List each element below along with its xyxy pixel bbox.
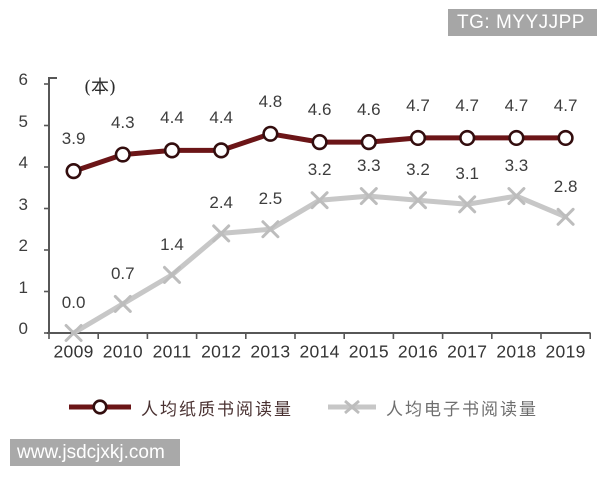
chart-legend: 人均纸质书阅读量 人均电子书阅读量 [68, 395, 588, 420]
data-label-ebook: 3.2 [404, 160, 432, 181]
data-label-ebook: 3.1 [453, 164, 482, 185]
ebook-series-point [507, 187, 526, 206]
ebook-series-point [212, 224, 231, 243]
paper-series-point [409, 129, 427, 147]
y-axis-tick-label: 3 [18, 194, 28, 214]
x-axis-tick-label: 2013 [250, 341, 291, 362]
ebook-series-point [458, 195, 477, 214]
data-label-paper: 4.7 [502, 95, 531, 116]
paper-series-point [163, 142, 181, 159]
data-label-ebook: 2.4 [207, 193, 236, 214]
ebook-series-point [113, 294, 132, 313]
data-label-ebook: 2.8 [551, 176, 580, 197]
data-label-paper: 4.7 [404, 95, 432, 116]
legend-item-paper: 人均纸质书阅读量 [68, 395, 293, 420]
data-label-ebook: 3.3 [354, 156, 383, 177]
data-label-paper: 4.7 [453, 95, 482, 116]
ebook-series-point [310, 191, 329, 210]
legend-label-paper: 人均纸质书阅读量 [141, 399, 293, 420]
y-axis-tick-label: 4 [18, 153, 28, 172]
x-axis-tick-label: 2009 [53, 341, 94, 362]
x-axis-tick-label: 2016 [397, 341, 439, 362]
x-axis-tick-label: 2019 [545, 341, 586, 362]
data-label-ebook: 3.3 [502, 156, 531, 177]
x-axis-tick-label: 2018 [496, 341, 537, 362]
data-label-paper: 4.6 [305, 100, 334, 121]
ebook-series-point [409, 191, 427, 210]
paper-series-point [360, 134, 377, 151]
data-label-ebook: 0.0 [59, 293, 88, 313]
data-label-paper: 4.6 [354, 100, 383, 121]
paper-series-point [311, 134, 328, 151]
y-axis-tick-label: 0 [18, 319, 28, 338]
paper-series-point [213, 142, 230, 159]
y-axis-tick-label: 2 [18, 236, 28, 255]
x-axis-tick-label: 2011 [152, 341, 192, 362]
tg-badge: TG: MYYJJPP [448, 9, 597, 36]
y-axis-tick-label: 6 [18, 70, 28, 89]
paper-series-point [508, 129, 525, 147]
legend-item-ebook: 人均电子书阅读量 [327, 395, 538, 420]
data-label-paper: 3.9 [59, 129, 88, 150]
ebook-series-point [163, 265, 181, 284]
data-label-paper: 4.4 [207, 108, 236, 129]
y-axis-tick-label: 1 [18, 277, 28, 297]
ebook-series-point [359, 187, 378, 206]
paper-series-point [262, 125, 279, 142]
data-label-ebook: 1.4 [158, 234, 186, 255]
data-label-ebook: 2.5 [256, 189, 285, 210]
paper-series-point [65, 163, 82, 180]
x-axis-tick-label: 2015 [348, 341, 389, 362]
ebook-series-point [261, 220, 280, 239]
x-axis-tick-label: 2010 [102, 341, 143, 362]
x-axis-tick-label: 2012 [201, 341, 242, 362]
data-label-ebook: 3.2 [305, 160, 334, 181]
data-label-paper: 4.8 [256, 91, 285, 112]
x-axis-tick-label: 2017 [447, 341, 488, 362]
ebook-series-point [556, 207, 575, 226]
ebook-series-point [64, 324, 83, 342]
paper-series-point [459, 129, 476, 147]
data-label-paper: 4.3 [108, 112, 137, 133]
data-label-paper: 4.4 [158, 108, 186, 129]
y-axis-tick-label: 5 [18, 111, 28, 131]
paper-series-point [557, 129, 574, 147]
x-axis-tick-label: 2014 [299, 341, 340, 362]
paper-series-point [114, 146, 131, 163]
data-label-paper: 4.7 [551, 95, 580, 116]
ebook-series-swatch-icon [328, 399, 376, 415]
data-label-ebook: 0.7 [108, 263, 137, 284]
paper-series-swatch-icon [69, 399, 131, 415]
legend-label-ebook: 人均电子书阅读量 [386, 399, 538, 420]
watermark-url: www.jsdcjxkj.com [10, 439, 180, 466]
y-axis-unit-label: (本) [84, 77, 117, 98]
ebook-series-line [71, 193, 569, 336]
